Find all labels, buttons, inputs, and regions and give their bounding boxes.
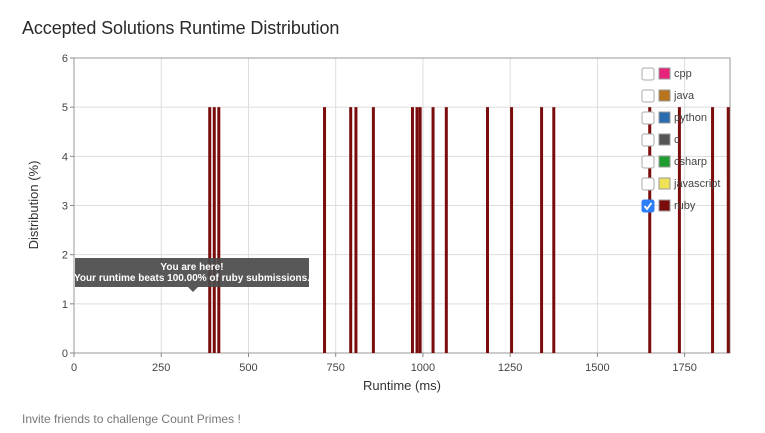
x-axis-label: Runtime (ms): [363, 378, 441, 393]
y-tick-label: 3: [62, 201, 68, 213]
bar[interactable]: [217, 107, 221, 354]
legend-item-cpp[interactable]: cpp: [641, 67, 692, 81]
legend-item-javascript[interactable]: javascript: [641, 177, 720, 191]
x-tick-label: 750: [327, 362, 345, 374]
x-tick-label: 1000: [411, 362, 435, 374]
bar[interactable]: [711, 107, 715, 354]
legend-swatch: [658, 133, 671, 146]
invite-friends-text: Invite friends to challenge Count Primes…: [22, 412, 241, 426]
bar[interactable]: [552, 107, 556, 354]
tooltip-line2: Your runtime beats 100.00% of ruby submi…: [74, 273, 310, 284]
x-tick-label: 1500: [585, 362, 609, 374]
legend-item-java[interactable]: java: [641, 89, 695, 103]
y-tick-label: 5: [62, 102, 68, 114]
legend-item-c[interactable]: c: [641, 133, 680, 147]
legend-label: c: [674, 134, 680, 146]
legend-checkbox[interactable]: [641, 89, 655, 103]
legend-swatch: [658, 177, 671, 190]
bar[interactable]: [431, 107, 435, 354]
bars: [208, 107, 730, 354]
legend-label: cpp: [674, 68, 692, 80]
legend-item-python[interactable]: python: [641, 111, 707, 125]
y-tick-label: 6: [62, 53, 68, 65]
bar[interactable]: [354, 107, 358, 354]
y-tick-label: 1: [62, 299, 68, 311]
legend: cpp java python c csharp javascript ruby: [641, 67, 720, 213]
bar[interactable]: [212, 107, 216, 354]
legend-label: javascript: [673, 178, 720, 190]
bar[interactable]: [371, 107, 375, 354]
legend-label: python: [674, 112, 707, 124]
tooltip-line1: You are here!: [160, 262, 223, 273]
x-tick-label: 250: [152, 362, 170, 374]
bar[interactable]: [726, 107, 730, 354]
legend-checkbox[interactable]: [641, 133, 655, 147]
legend-swatch: [658, 89, 671, 102]
legend-label: java: [673, 90, 695, 102]
bar[interactable]: [485, 107, 489, 354]
tooltip: You are here! Your runtime beats 100.00%…: [74, 258, 310, 292]
y-tick-label: 4: [62, 151, 68, 163]
y-tick-label: 2: [62, 250, 68, 262]
bar[interactable]: [208, 107, 212, 354]
y-axis-label: Distribution (%): [26, 161, 41, 250]
grid-lines: [73, 57, 730, 354]
legend-swatch: [658, 67, 671, 80]
legend-checkbox[interactable]: [641, 199, 655, 213]
legend-swatch: [658, 155, 671, 168]
bar[interactable]: [323, 107, 327, 354]
bar[interactable]: [415, 107, 419, 354]
legend-checkbox[interactable]: [641, 67, 655, 81]
bar[interactable]: [540, 107, 544, 354]
bar[interactable]: [444, 107, 448, 354]
tooltip-pointer: [188, 287, 198, 292]
bar[interactable]: [349, 107, 353, 354]
legend-checkbox[interactable]: [641, 177, 655, 191]
tooltip-box: [75, 258, 309, 287]
bar[interactable]: [510, 107, 514, 354]
bar[interactable]: [410, 107, 414, 354]
bar[interactable]: [418, 107, 422, 354]
legend-swatch: [658, 111, 671, 124]
axes: [70, 57, 731, 357]
x-tick-label: 500: [239, 362, 257, 374]
legend-checkbox[interactable]: [641, 155, 655, 169]
legend-label: ruby: [674, 200, 696, 212]
tick-labels: 0 1 2 3 4 5 6 0 250 500 750 1000 1250 1500 1750: [62, 53, 697, 374]
page-title: Accepted Solutions Runtime Distribution: [22, 18, 340, 38]
checkmark-icon: [643, 202, 653, 211]
x-tick-label: 0: [71, 362, 77, 374]
x-tick-label: 1750: [672, 362, 696, 374]
legend-checkbox[interactable]: [641, 111, 655, 125]
bar[interactable]: [648, 107, 652, 354]
legend-item-csharp[interactable]: csharp: [641, 155, 707, 169]
x-tick-label: 1250: [498, 362, 522, 374]
legend-item-ruby[interactable]: ruby: [641, 199, 696, 213]
bar[interactable]: [677, 107, 681, 354]
legend-swatch: [658, 199, 671, 212]
legend-label: csharp: [674, 156, 707, 168]
y-tick-label: 0: [62, 348, 68, 360]
